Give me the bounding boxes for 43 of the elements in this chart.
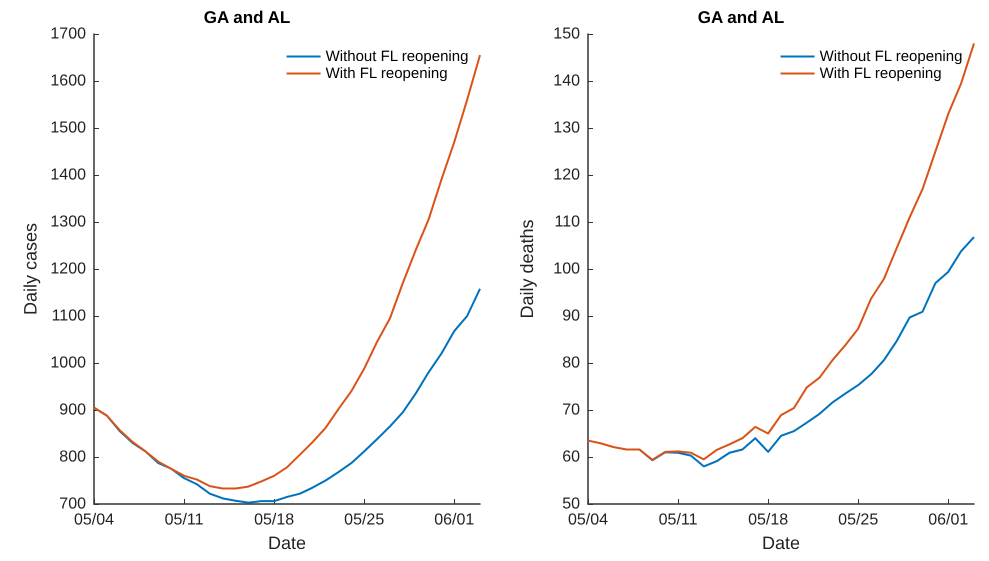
x-tick-label: 05/11 — [164, 512, 204, 528]
chart-title: GA and AL — [204, 8, 290, 27]
y-tick-label: 90 — [562, 308, 580, 324]
y-tick-label: 1000 — [50, 354, 86, 372]
y-tick-label: 110 — [554, 214, 580, 230]
x-axis-title: Date — [268, 533, 306, 553]
y-tick-label: 700 — [59, 496, 86, 512]
y-tick-label: 1500 — [50, 120, 86, 136]
y-tick-label: 130 — [553, 120, 580, 136]
x-axis-title: Date — [762, 533, 800, 553]
x-tick-label: 05/04 — [74, 512, 114, 528]
x-tick-label: 05/11 — [658, 512, 698, 528]
y-axis-title: Daily deaths — [517, 219, 537, 319]
y-axis-title: Daily cases — [20, 222, 41, 316]
y-tick-label: 1600 — [50, 72, 86, 90]
x-tick-label: 05/04 — [568, 512, 608, 528]
y-tick-label: 120 — [553, 166, 580, 184]
line-series — [587, 42, 975, 461]
y-tick-label: 1700 — [50, 26, 86, 42]
y-tick-label: 100 — [553, 260, 580, 278]
y-tick-label: 70 — [562, 402, 580, 418]
y-tick-label: 800 — [59, 448, 86, 466]
y-tick-label: 1200 — [50, 260, 86, 278]
x-tick-label: 05/18 — [748, 512, 788, 528]
x-tick-label: 05/25 — [838, 512, 878, 528]
x-tick-label: 05/18 — [254, 512, 294, 528]
legend-label: With FL reopening — [820, 65, 942, 82]
legend-label: Without FL reopening — [326, 48, 468, 65]
y-tick-label: 1400 — [50, 166, 86, 184]
y-tick-label: 60 — [562, 448, 580, 466]
y-tick-label: 50 — [562, 496, 580, 512]
x-tick-label: 05/25 — [344, 512, 384, 528]
y-tick-label: 140 — [553, 72, 580, 90]
legend-label: With FL reopening — [326, 65, 448, 82]
x-tick-label: 06/01 — [434, 512, 474, 528]
chart-title: GA and AL — [698, 8, 784, 27]
y-tick-label: 1300 — [50, 214, 86, 230]
y-tick-label: 1100 — [52, 308, 86, 324]
legend-label: Without FL reopening — [820, 48, 962, 65]
y-tick-label: 80 — [562, 354, 580, 372]
y-tick-label: 900 — [59, 402, 86, 418]
x-tick-label: 06/01 — [928, 512, 968, 528]
y-tick-label: 150 — [553, 26, 580, 42]
